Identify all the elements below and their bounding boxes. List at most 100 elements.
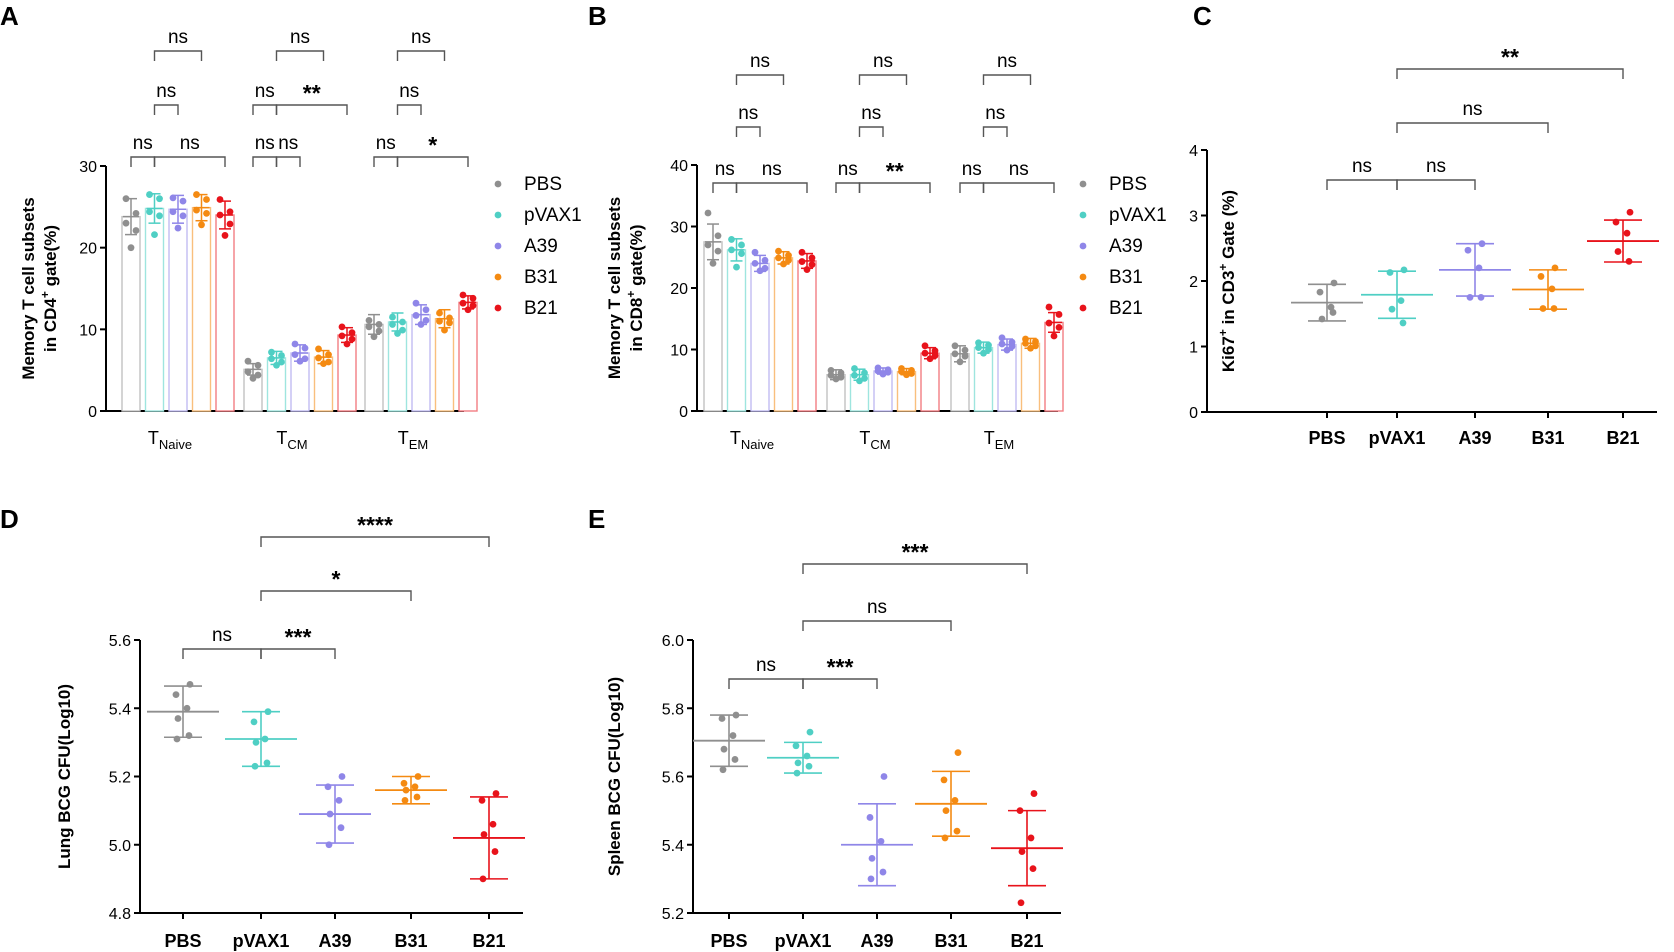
significance-bracket-A-4: ns: [252, 133, 278, 167]
data-point-B-B21-2: [1055, 311, 1063, 318]
category-label-E-0: PBS: [710, 931, 747, 951]
category-label-E-1: pVAX1: [775, 931, 832, 951]
significance-bracket-A-1-line: [153, 156, 226, 167]
data-point-A-PBS-1: [254, 371, 262, 379]
significance-bracket-B-0-label: ns: [715, 159, 735, 180]
data-point-D-pVAX1: [250, 718, 258, 726]
data-point-D-A39: [324, 783, 332, 791]
data-point-A-A39-2: [412, 312, 420, 319]
data-point-D-pVAX1: [263, 759, 271, 767]
significance-bracket-E-3: ***: [802, 539, 1028, 574]
significance-bracket-A-0-label: ns: [133, 133, 153, 154]
data-point-C-B31: [1537, 273, 1545, 280]
data-point-A-B31-2: [446, 314, 453, 322]
legend-marker-A39-B: [1079, 242, 1087, 250]
significance-bracket-B-0: ns: [712, 159, 738, 193]
data-point-A-pVAX1-2: [399, 326, 406, 334]
y-axis-A-tick-label: 0: [88, 404, 97, 421]
significance-bracket-B-8-line: [959, 182, 985, 193]
category-label-B-0: TNaive: [730, 428, 774, 452]
data-point-D-B31: [401, 796, 409, 804]
data-point-B-pVAX1-0: [733, 263, 740, 271]
data-point-C-B21: [1623, 229, 1631, 237]
significance-bracket-D-0-label: ns: [212, 625, 232, 646]
data-point-E-B31: [942, 807, 950, 815]
significance-bracket-D-3: ****: [260, 512, 490, 547]
significance-bracket-A-4-label: ns: [255, 133, 275, 154]
legend-label-B-3: B31: [1109, 267, 1143, 288]
significance-bracket-B-11: ns: [982, 51, 1032, 85]
significance-bracket-E-2: ns: [802, 597, 952, 631]
data-point-E-B21: [1016, 807, 1024, 815]
data-point-C-A39: [1464, 246, 1472, 254]
data-point-C-A39: [1475, 264, 1483, 272]
significance-bracket-C-1-line: [1396, 179, 1476, 190]
y-axis-B-tick-label: 0: [679, 404, 688, 421]
category-label-B-2: TEM: [984, 428, 1015, 452]
data-point-A-pVAX1-2: [389, 321, 396, 328]
y-axis-E-tick-label: 5.4: [662, 838, 684, 855]
data-point-C-A39: [1478, 240, 1486, 248]
data-point-A-pVAX1-2: [399, 318, 406, 326]
legend-label-A-1: pVAX1: [524, 205, 582, 226]
data-point-D-PBS: [186, 680, 194, 688]
significance-bracket-A-9-line: [373, 156, 399, 167]
significance-bracket-E-1-line: [802, 678, 878, 689]
bar-A-A39-0: [168, 208, 188, 412]
data-point-E-B21: [1029, 865, 1037, 873]
significance-bracket-B-2-line: [735, 126, 761, 137]
significance-bracket-B-7-label: ns: [873, 51, 893, 72]
data-point-B-A39-0: [761, 256, 769, 264]
data-point-A-PBS-1: [254, 361, 262, 369]
significance-bracket-A-4-line: [252, 156, 278, 167]
data-point-A-A39-1: [301, 344, 309, 352]
category-label-E-4: B21: [1010, 931, 1043, 951]
data-point-A-A39-0: [179, 212, 187, 220]
y-axis-A-tick-label: 30: [79, 159, 97, 176]
data-point-A-B21-0: [226, 220, 234, 228]
data-point-E-B21: [1030, 790, 1038, 797]
data-point-A-A39-1: [291, 351, 299, 359]
data-point-A-B31-1: [315, 345, 322, 353]
data-point-B-B31-0: [775, 247, 782, 255]
legend-marker-B21-A: [494, 304, 502, 312]
significance-bracket-E-0-line: [728, 678, 804, 689]
data-point-B-pVAX1-1: [851, 371, 858, 379]
data-point-A-B21-2: [469, 302, 477, 310]
y-axis-D-tick-label: 5.0: [109, 838, 131, 855]
y-axis-B-tick-label: 20: [670, 281, 688, 298]
data-point-A-PBS-0: [127, 244, 135, 252]
significance-bracket-C-0-line: [1326, 179, 1398, 190]
significance-bracket-A-10-label: *: [428, 132, 437, 158]
bar-B-A39-2: [997, 343, 1017, 412]
data-point-E-pVAX1: [792, 742, 800, 750]
significance-bracket-A-11: ns: [396, 81, 422, 115]
y-axis-title-B: Memory T cell subsets in CD8+ gate(%): [605, 197, 646, 379]
data-point-A-pVAX1-1: [268, 348, 275, 356]
data-point-E-pVAX1: [793, 769, 801, 777]
significance-bracket-A-0-line: [130, 156, 156, 167]
significance-bracket-D-3-line: [260, 536, 490, 547]
legend-label-A-0: PBS: [524, 174, 562, 195]
legend-marker-pVAX1-B: [1079, 211, 1087, 219]
y-axis-D-tick-label: 5.2: [109, 770, 131, 787]
significance-bracket-A-7: **: [275, 80, 348, 115]
data-point-C-PBS: [1318, 315, 1326, 323]
significance-bracket-A-5-label: ns: [278, 133, 298, 154]
data-point-D-pVAX1: [261, 735, 269, 743]
data-point-A-A39-0: [169, 208, 177, 216]
data-point-A-pVAX1-2: [394, 330, 401, 337]
y-axis-C-tick-label: 4: [1189, 143, 1198, 160]
data-point-A-B21-2: [459, 299, 467, 307]
data-point-A-PBS-0: [122, 195, 130, 203]
significance-bracket-A-0: ns: [130, 133, 156, 167]
data-point-D-A39: [335, 796, 343, 804]
legend-label-B-4: B21: [1109, 298, 1143, 319]
panel-letter-B: B: [588, 1, 607, 31]
data-point-B-PBS-0: [714, 232, 722, 240]
significance-bracket-B-5-label: **: [886, 158, 904, 184]
significance-bracket-C-2-label: ns: [1462, 99, 1482, 120]
significance-bracket-A-7-label: **: [303, 80, 321, 106]
data-point-B-B31-0: [785, 256, 792, 264]
data-point-A-PBS-0: [132, 209, 140, 217]
